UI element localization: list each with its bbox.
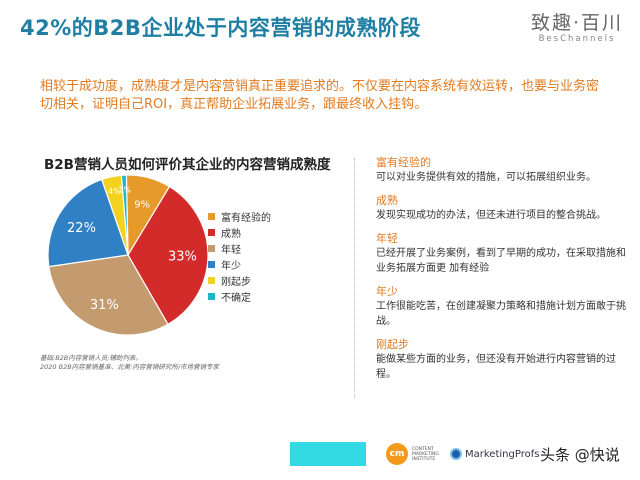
- pie-slice-5: [120, 174, 129, 256]
- legend-label: 刚起步: [221, 276, 251, 288]
- cmi-logo-text: CONTENT MARKETING INSTITUTE: [412, 446, 439, 462]
- legend-label: 富有经验的: [221, 212, 271, 224]
- legend-label: 年轻: [221, 244, 241, 256]
- marketingprofs-text: MarketingProfs: [465, 448, 540, 460]
- pie-chart: 9% 33% 31% 22% 4%1%: [47, 174, 209, 336]
- chart-title: B2B营销人员如何评价其企业的内容营销成熟度: [44, 157, 331, 173]
- legend-item-3: 年少: [208, 256, 271, 272]
- divider: [354, 158, 356, 398]
- pie-slice-2: [48, 254, 169, 336]
- legend-label: 年少: [221, 260, 241, 272]
- definitions-list: 富有经验的可以对业务提供有效的措施，可以拓展组织业务。 成熟发现实现成功的办法，但…: [376, 156, 626, 391]
- definition-term: 富有经验的: [376, 156, 431, 169]
- note-line-1: 基础:B2B内容营销人员;辅助列表。: [40, 354, 142, 362]
- definition-desc: 已经开展了业务案例，看到了早期的成功，在采取措施和业务拓展方面更 加有经验: [376, 248, 626, 274]
- legend-swatch: [208, 212, 215, 220]
- legend-item-4: 刚起步: [208, 272, 271, 288]
- legend-swatch: [208, 244, 215, 252]
- definition-item: 年少工作很能吃苦，在创建凝聚力策略和措施计划方面敢于挑战。: [376, 285, 626, 329]
- legend-swatch: [208, 260, 215, 268]
- cmi-logo-icon: cm: [386, 443, 408, 465]
- definition-term: 年少: [376, 285, 398, 298]
- pie-label-5: 1%: [118, 185, 131, 194]
- legend-label: 成熟: [221, 228, 241, 240]
- definition-desc: 能做某些方面的业务，但还没有开始进行内容营销的过程。: [376, 354, 616, 380]
- pie-label-3: 22%: [67, 221, 96, 236]
- chart-notes: 基础:B2B内容营销人员;辅助列表。 2020 B2B内容营销基准、北美:内容营…: [40, 354, 219, 372]
- definition-item: 成熟发现实现成功的办法，但还未进行项目的整合挑战。: [376, 194, 626, 223]
- definition-item: 富有经验的可以对业务提供有效的措施，可以拓展组织业务。: [376, 156, 626, 185]
- legend-swatch: [208, 276, 215, 284]
- pie-label-0: 9%: [134, 199, 150, 210]
- pie-label-2: 31%: [90, 298, 119, 313]
- marketingprofs-icon: [450, 448, 462, 460]
- pie-slice-1: [127, 185, 209, 326]
- definition-desc: 工作很能吃苦，在创建凝聚力策略和措施计划方面敢于挑战。: [376, 301, 626, 327]
- definition-desc: 可以对业务提供有效的措施，可以拓展组织业务。: [376, 172, 596, 183]
- pie-label-1: 33%: [168, 250, 197, 265]
- watermark: 头条 @快说: [540, 446, 620, 464]
- definition-term: 成熟: [376, 194, 398, 207]
- pie-slice-3: [47, 178, 129, 268]
- intro-paragraph: 相较于成功度，成熟度才是内容营销真正重要追求的。不仅要在内容系统有效运转，也要与…: [40, 79, 600, 112]
- definition-term: 刚起步: [376, 338, 409, 351]
- chart-legend: 富有经验的成熟年轻年少刚起步不确定: [208, 208, 271, 304]
- legend-item-1: 成熟: [208, 224, 271, 240]
- definition-term: 年轻: [376, 232, 398, 245]
- footer-cyan-block: [290, 442, 366, 466]
- pie-label-4: 4%: [108, 187, 121, 196]
- note-line-2: 2020 B2B内容营销基准、北美:内容营销研究所/市场营销专家: [40, 363, 220, 371]
- marketingprofs-logo: MarketingProfs: [450, 448, 539, 460]
- legend-swatch: [208, 228, 215, 236]
- legend-item-5: 不确定: [208, 288, 271, 304]
- legend-label: 不确定: [221, 292, 251, 304]
- logo-en-text: BesChannels: [538, 34, 616, 44]
- legend-item-2: 年轻: [208, 240, 271, 256]
- definition-item: 刚起步能做某些方面的业务，但还没有开始进行内容营销的过程。: [376, 338, 626, 382]
- legend-item-0: 富有经验的: [208, 208, 271, 224]
- definition-item: 年轻已经开展了业务案例，看到了早期的成功，在采取措施和业务拓展方面更 加有经验: [376, 232, 626, 276]
- brand-logo: 致趣·百川 BesChannels: [522, 8, 632, 44]
- legend-swatch: [208, 292, 215, 300]
- definition-desc: 发现实现成功的办法，但还未进行项目的整合挑战。: [376, 210, 606, 221]
- logo-cn-text: 致趣·百川: [530, 12, 624, 34]
- cmi-logo: cm CONTENT MARKETING INSTITUTE: [386, 443, 456, 465]
- page-title: 42%的B2B企业处于内容营销的成熟阶段: [20, 16, 421, 40]
